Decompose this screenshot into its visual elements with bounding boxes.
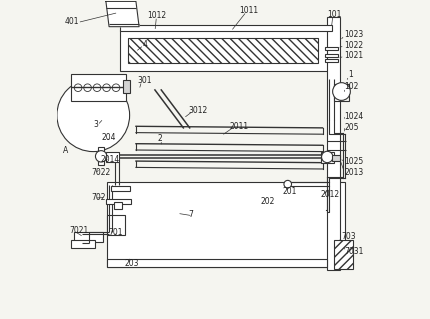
Text: 1025: 1025: [344, 157, 363, 166]
Circle shape: [95, 151, 107, 162]
Text: 702: 702: [91, 193, 105, 202]
Text: 1011: 1011: [239, 6, 258, 15]
Bar: [120, 25, 332, 32]
Circle shape: [322, 151, 333, 163]
Bar: [334, 240, 353, 269]
Bar: [120, 30, 332, 71]
Text: 1022: 1022: [344, 41, 363, 49]
Text: 205: 205: [344, 123, 359, 132]
Bar: [106, 152, 119, 162]
Text: 1021: 1021: [344, 51, 363, 60]
Text: 701: 701: [108, 228, 123, 237]
Bar: [128, 38, 318, 63]
Text: 1012: 1012: [147, 11, 166, 20]
Text: 2011: 2011: [229, 122, 249, 131]
Text: 7031: 7031: [344, 247, 363, 256]
Text: 7022: 7022: [91, 168, 110, 177]
Text: 3012: 3012: [188, 106, 207, 115]
Bar: [71, 74, 126, 101]
Text: 2: 2: [157, 134, 162, 144]
Bar: [108, 259, 327, 267]
Bar: [325, 47, 338, 50]
Text: 1023: 1023: [344, 30, 363, 39]
Bar: [108, 182, 345, 267]
Text: 201: 201: [283, 187, 298, 196]
Bar: [114, 202, 122, 209]
Text: 401: 401: [65, 18, 79, 26]
Text: 1: 1: [348, 70, 353, 79]
Text: 102: 102: [344, 82, 358, 91]
Bar: [71, 240, 95, 248]
Circle shape: [284, 180, 292, 188]
Bar: [321, 152, 334, 163]
Text: 2012: 2012: [321, 190, 340, 199]
Polygon shape: [106, 1, 139, 27]
Bar: [123, 80, 129, 93]
Bar: [74, 232, 103, 242]
Bar: [325, 54, 338, 57]
Text: 204: 204: [101, 133, 116, 142]
Text: 2014: 2014: [101, 155, 120, 164]
Text: 2013: 2013: [344, 168, 363, 177]
Bar: [334, 84, 350, 101]
Bar: [108, 215, 125, 235]
Text: 3: 3: [93, 120, 98, 129]
Text: A: A: [63, 145, 68, 154]
Circle shape: [333, 83, 350, 100]
Text: 703: 703: [341, 232, 356, 241]
Bar: [327, 17, 340, 270]
Text: 4: 4: [143, 40, 148, 48]
Text: 7021: 7021: [70, 226, 89, 235]
Text: 203: 203: [125, 259, 139, 268]
Bar: [325, 59, 338, 62]
Circle shape: [57, 79, 129, 152]
Text: 301: 301: [138, 76, 152, 85]
Bar: [111, 186, 129, 191]
Text: 1024: 1024: [344, 112, 363, 121]
Bar: [98, 147, 104, 165]
Bar: [106, 199, 131, 204]
Text: 202: 202: [261, 197, 275, 206]
Text: 7: 7: [188, 210, 193, 219]
Bar: [332, 155, 340, 161]
Text: 101: 101: [327, 10, 341, 19]
